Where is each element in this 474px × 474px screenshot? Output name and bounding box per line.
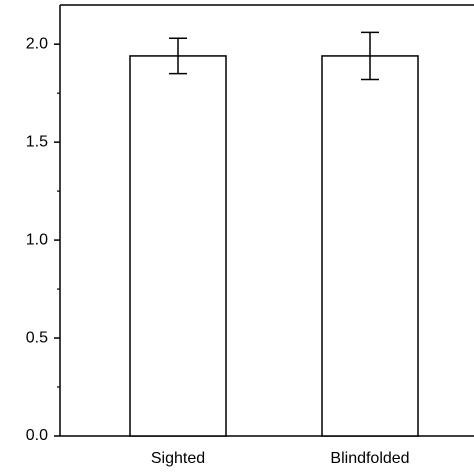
error-bar bbox=[169, 37, 187, 75]
x-tick-label: Blindfolded bbox=[330, 450, 409, 467]
y-tick-label: 0.5 bbox=[26, 329, 48, 346]
x-tick-label: Sighted bbox=[151, 450, 205, 467]
y-tick-label: 0.0 bbox=[26, 427, 48, 444]
y-tick-label: 1.0 bbox=[26, 231, 48, 248]
bar bbox=[321, 55, 419, 437]
y-tick-label: 1.5 bbox=[26, 133, 48, 150]
bar bbox=[129, 55, 227, 437]
y-tick-label: 2.0 bbox=[26, 35, 48, 52]
error-bar bbox=[361, 31, 379, 81]
